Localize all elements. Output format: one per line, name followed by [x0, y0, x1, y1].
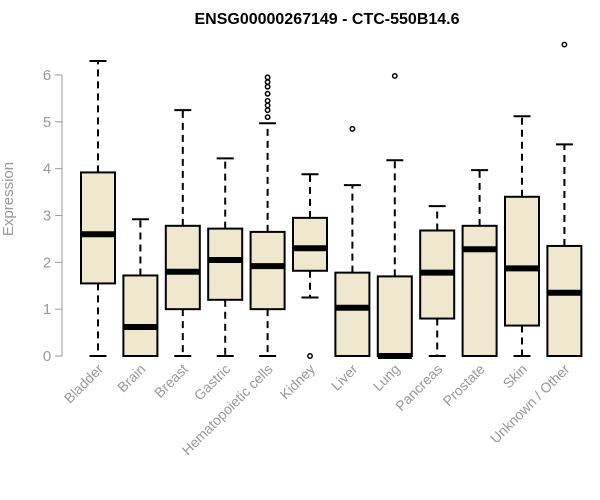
x-tick-label: Brain: [114, 361, 148, 395]
outlier-point: [264, 79, 271, 85]
box-pancreas: [419, 205, 456, 357]
box-iqr: [334, 271, 371, 358]
box-liver: [334, 125, 371, 358]
chart-title: ENSG00000267149 - CTC-550B14.6: [194, 11, 459, 28]
outlier-point: [264, 83, 271, 90]
box-skin: [504, 115, 540, 357]
box-unknown-other: [546, 41, 583, 357]
x-tick-label: Liver: [328, 361, 361, 394]
box-prostate: [461, 169, 498, 357]
y-tick-label: 6: [43, 67, 51, 84]
box-lung: [376, 73, 413, 359]
outlier-point: [307, 353, 313, 359]
box-iqr: [207, 227, 244, 301]
x-tick-label: Bladder: [61, 361, 107, 407]
box-iqr: [292, 216, 328, 272]
box-iqr: [376, 275, 413, 358]
boxes-group: [80, 41, 583, 359]
box-iqr: [249, 230, 286, 311]
outlier-point: [264, 107, 271, 114]
outlier-point: [264, 90, 271, 97]
x-tick-label: Breast: [151, 361, 191, 401]
box-kidney: [292, 173, 328, 359]
y-tick-label: 3: [43, 208, 51, 225]
y-tick-label: 4: [43, 161, 51, 178]
box-iqr: [546, 244, 583, 357]
outlier-point: [391, 73, 398, 79]
outlier-point: [561, 41, 568, 48]
box-brain: [122, 218, 159, 357]
y-tick-label: 0: [43, 348, 51, 365]
box-iqr: [164, 224, 201, 311]
x-tick-label: Skin: [500, 361, 531, 392]
y-tick-label: 1: [43, 301, 51, 318]
y-tick-label: 5: [43, 114, 51, 131]
box-gastric: [207, 157, 244, 357]
outlier-point: [264, 114, 271, 121]
box-hematopoietic-cells: [249, 74, 286, 357]
y-axis-label: Expression: [0, 162, 17, 236]
outlier-point: [349, 125, 356, 132]
box-iqr: [461, 224, 498, 357]
y-axis: 0 1 2 3 4 5 6: [43, 67, 63, 365]
box-iqr: [504, 195, 540, 327]
box-iqr: [122, 274, 159, 357]
outlier-point: [264, 97, 271, 104]
x-tick-label: Kidney: [277, 361, 319, 403]
box-bladder: [80, 59, 116, 357]
outlier-point: [264, 102, 271, 109]
box-iqr: [80, 171, 116, 285]
box-breast: [164, 109, 201, 357]
x-tick-label: Lung: [370, 361, 403, 394]
x-tick-label: Prostate: [440, 361, 488, 409]
outlier-point: [264, 74, 271, 81]
x-tick-label: Unknown / Other: [487, 361, 573, 447]
x-tick-label: Pancreas: [392, 361, 445, 414]
y-tick-label: 2: [43, 254, 51, 271]
